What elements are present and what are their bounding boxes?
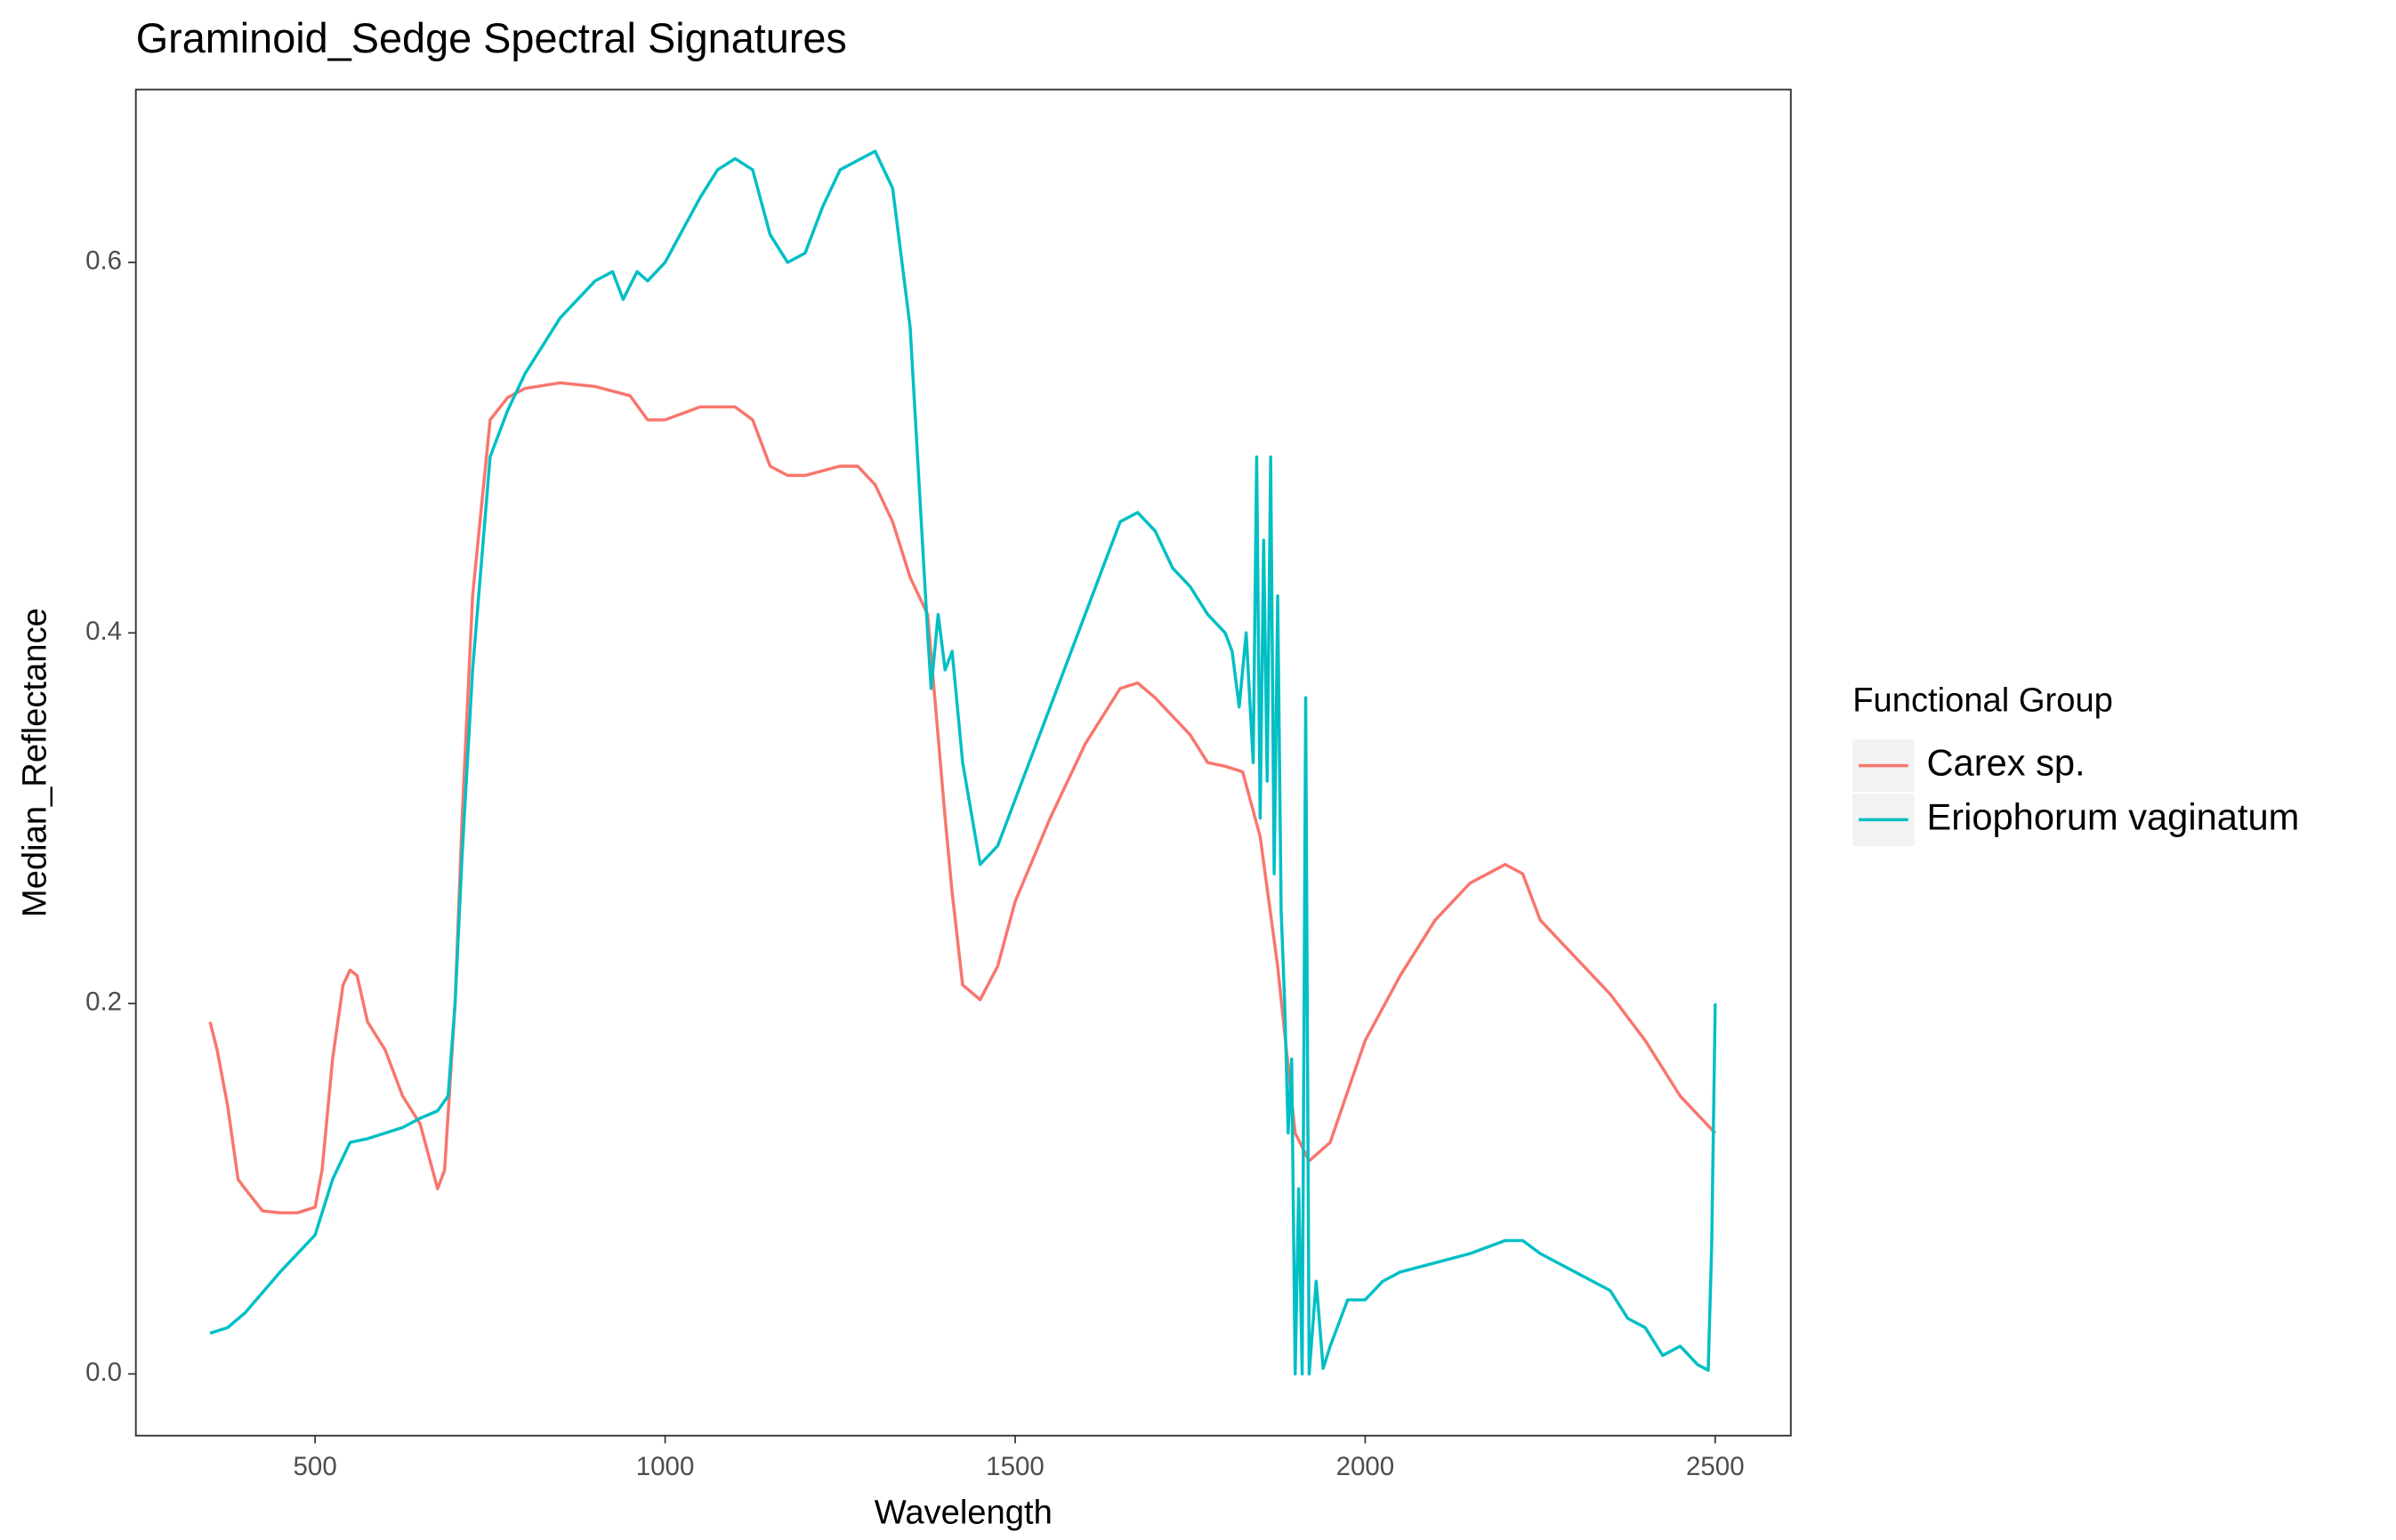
series-line bbox=[209, 149, 1717, 1376]
x-tick-label: 500 bbox=[294, 1452, 337, 1481]
x-tick-label: 1000 bbox=[636, 1452, 695, 1481]
y-tick-label: 0.6 bbox=[85, 246, 122, 276]
x-axis-title: Wavelength bbox=[875, 1493, 1053, 1531]
x-tick-label: 2500 bbox=[1686, 1452, 1745, 1481]
legend-title: Functional Group bbox=[1852, 681, 2113, 720]
x-tick-label: 1500 bbox=[986, 1452, 1045, 1481]
x-tick-label: 2000 bbox=[1336, 1452, 1395, 1481]
legend-label: Eriophorum vaginatum bbox=[1926, 795, 2299, 837]
series-line bbox=[208, 381, 1717, 1214]
chart-title: Graminoid_Sedge Spectral Signatures bbox=[136, 15, 847, 61]
panel-border bbox=[134, 88, 1792, 1437]
y-tick-label: 0.4 bbox=[85, 617, 122, 646]
y-tick-label: 0.2 bbox=[85, 988, 122, 1017]
legend-label: Carex sp. bbox=[1926, 742, 2085, 784]
y-tick-label: 0.0 bbox=[85, 1358, 122, 1387]
y-axis-title: Median_Reflectance bbox=[16, 608, 54, 917]
